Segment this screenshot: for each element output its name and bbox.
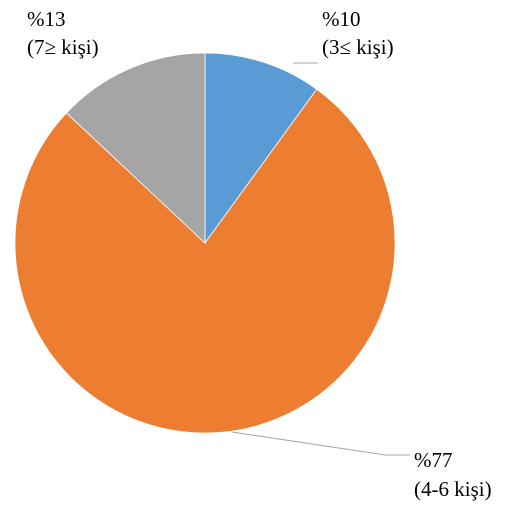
slice-1-category-label: (4-6 kişi): [414, 477, 492, 501]
pie-slice-0: [204, 52, 318, 245]
slice-2-category-label: (7≥ kişi): [27, 35, 99, 59]
slice-0-category-label: (3≤ kişi): [322, 35, 394, 59]
slice-0-percent-label: %10: [322, 7, 361, 31]
slice-2-percent-label: %13: [27, 7, 66, 31]
pie-slice-2: [65, 52, 206, 244]
leader-line-slice-1: [231, 431, 410, 456]
pie-slice-1: [14, 88, 396, 434]
pie-slices: [14, 52, 396, 434]
slice-1-percent-label: %77: [414, 448, 453, 472]
